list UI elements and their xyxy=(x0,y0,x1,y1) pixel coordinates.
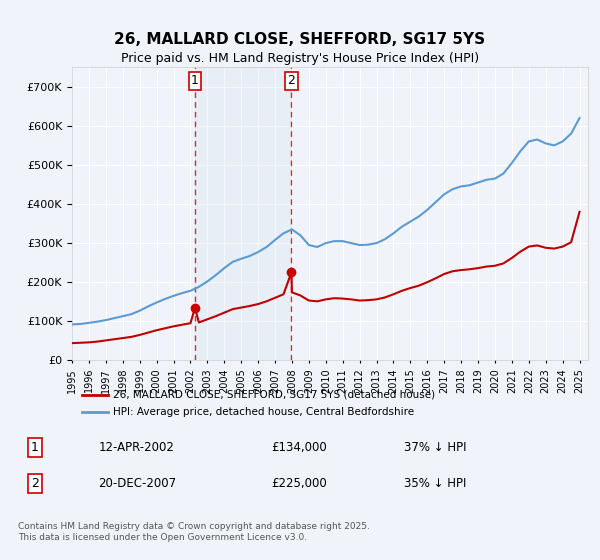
Text: Price paid vs. HM Land Registry's House Price Index (HPI): Price paid vs. HM Land Registry's House … xyxy=(121,52,479,66)
Text: 1: 1 xyxy=(191,74,199,87)
Text: 2: 2 xyxy=(31,477,39,490)
Text: Contains HM Land Registry data © Crown copyright and database right 2025.
This d: Contains HM Land Registry data © Crown c… xyxy=(18,522,370,542)
Text: 2: 2 xyxy=(287,74,295,87)
Bar xyxy=(195,67,292,360)
Text: 26, MALLARD CLOSE, SHEFFORD, SG17 5YS (detached house): 26, MALLARD CLOSE, SHEFFORD, SG17 5YS (d… xyxy=(113,390,436,400)
Text: £134,000: £134,000 xyxy=(271,441,327,454)
Text: £225,000: £225,000 xyxy=(271,477,327,490)
Text: 20-DEC-2007: 20-DEC-2007 xyxy=(98,477,176,490)
Text: 26, MALLARD CLOSE, SHEFFORD, SG17 5YS: 26, MALLARD CLOSE, SHEFFORD, SG17 5YS xyxy=(115,32,485,46)
Text: 12-APR-2002: 12-APR-2002 xyxy=(98,441,174,454)
Text: 37% ↓ HPI: 37% ↓ HPI xyxy=(404,441,466,454)
Text: HPI: Average price, detached house, Central Bedfordshire: HPI: Average price, detached house, Cent… xyxy=(113,407,415,417)
Text: 1: 1 xyxy=(31,441,39,454)
Text: 35% ↓ HPI: 35% ↓ HPI xyxy=(404,477,466,490)
